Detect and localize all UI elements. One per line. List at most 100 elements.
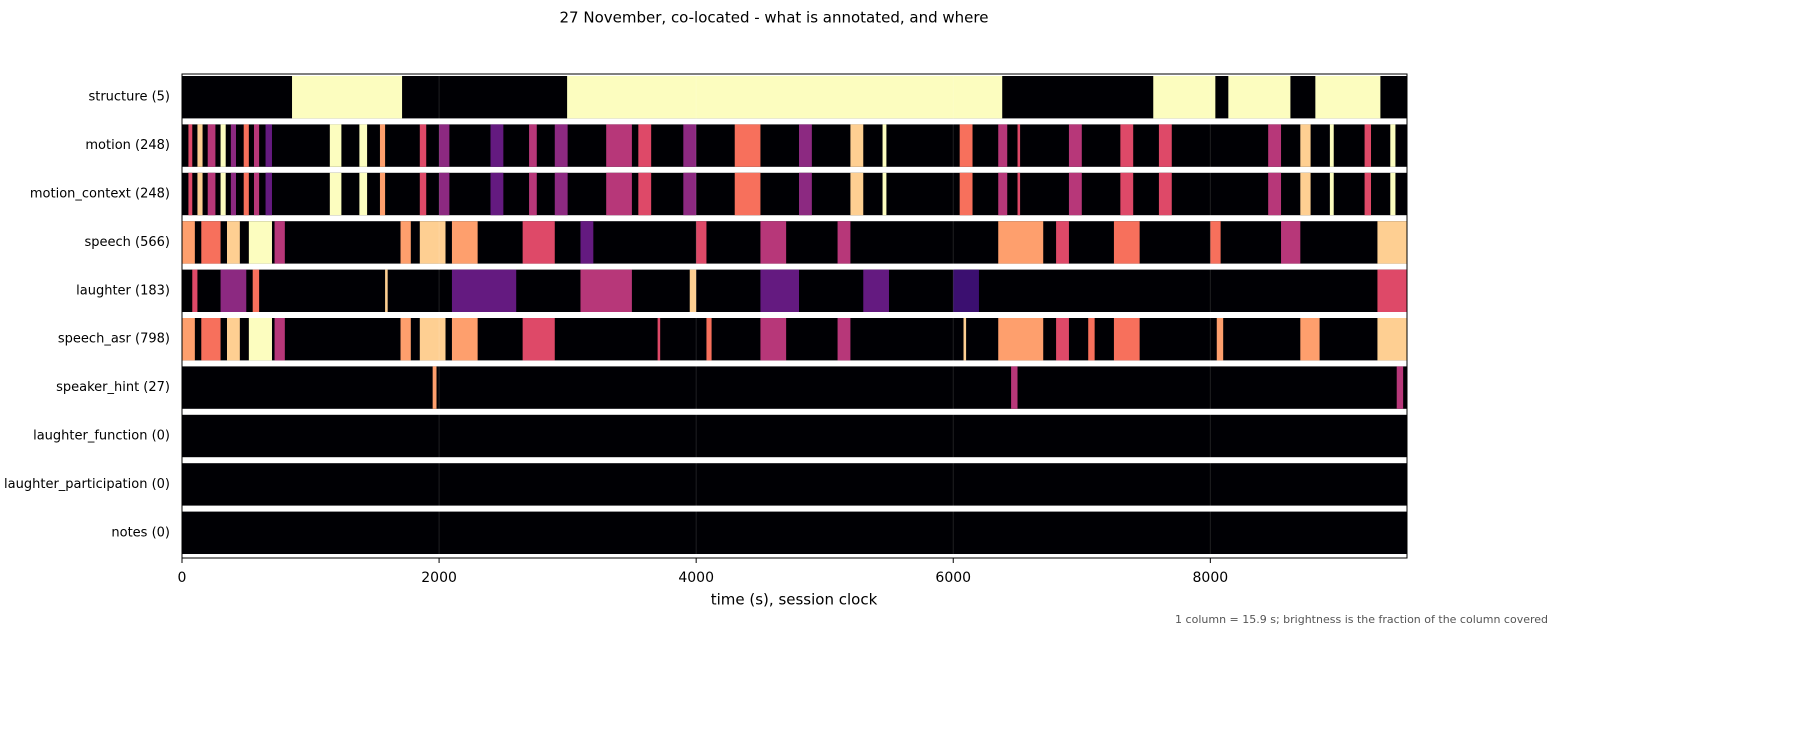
heat-segment — [188, 172, 193, 216]
heat-segment — [863, 269, 889, 312]
heat-segment — [1390, 124, 1396, 167]
heat-segment — [567, 76, 1003, 119]
heat-segment — [292, 76, 403, 119]
heat-segment — [252, 269, 260, 312]
heat-segment — [683, 172, 697, 216]
heat-segment — [1056, 318, 1069, 361]
x-axis-label: time (s), session clock — [711, 591, 878, 609]
row-label: motion (248) — [85, 138, 170, 153]
heat-segment — [243, 172, 249, 216]
row-label: laughter_participation (0) — [4, 477, 170, 492]
heat-segment — [638, 172, 652, 216]
heat-segment — [1364, 172, 1372, 216]
heat-segment — [243, 124, 249, 167]
heat-segment — [439, 124, 450, 167]
heat-segment — [1017, 172, 1021, 216]
heat-segment — [1228, 76, 1291, 119]
heat-segment — [606, 124, 632, 167]
heat-segment — [1268, 172, 1282, 216]
heat-segment — [1315, 76, 1381, 119]
heat-segment — [1377, 221, 1407, 264]
heat-segment — [1113, 318, 1140, 361]
heat-segment — [760, 221, 787, 264]
heat-segment — [220, 172, 226, 216]
heat-segment — [1068, 124, 1082, 167]
heat-segment — [998, 172, 1008, 216]
row-background — [182, 511, 1407, 554]
heat-segment — [230, 172, 236, 216]
heat-segment — [1158, 172, 1172, 216]
heat-segment — [253, 124, 260, 167]
heat-segment — [953, 269, 979, 312]
heat-segment — [1329, 124, 1334, 167]
heat-segment — [220, 269, 247, 312]
row-label: speech (566) — [85, 235, 171, 250]
heat-segment — [329, 124, 342, 167]
heat-segment — [798, 172, 812, 216]
heat-segment — [580, 269, 632, 312]
heat-segment — [265, 172, 272, 216]
heat-segment — [998, 318, 1044, 361]
heat-segment — [230, 124, 236, 167]
heat-segment — [1268, 124, 1282, 167]
row-background — [182, 414, 1407, 458]
heat-segment — [419, 318, 446, 361]
x-tick-label: 8000 — [1193, 570, 1229, 586]
heat-segment — [1158, 124, 1172, 167]
heat-segment — [1300, 124, 1311, 167]
chart-title: 27 November, co-located - what is annota… — [560, 9, 989, 27]
heat-segment — [580, 221, 594, 264]
row-label: speech_asr (798) — [58, 332, 170, 347]
heat-segment — [657, 318, 661, 361]
heat-segment — [1300, 318, 1320, 361]
plot-frame — [181, 73, 1408, 559]
row-label: structure (5) — [88, 90, 170, 105]
heat-segment — [379, 124, 386, 167]
heat-segment — [451, 221, 478, 264]
heat-segment — [419, 124, 427, 167]
heat-segment — [182, 221, 195, 264]
heat-segment — [419, 221, 446, 264]
x-tick-label: 6000 — [935, 570, 971, 586]
heat-segment — [400, 318, 411, 361]
heat-segment — [1068, 172, 1082, 216]
heat-segment — [554, 124, 568, 167]
heat-segment — [385, 269, 388, 312]
x-tick-label: 2000 — [421, 570, 457, 586]
heat-segment — [1281, 221, 1301, 264]
row-background — [182, 221, 1407, 264]
heat-segment — [207, 124, 216, 167]
heat-segment — [798, 124, 812, 167]
heat-segment — [451, 318, 478, 361]
heat-segment — [963, 318, 967, 361]
heat-segment — [837, 318, 851, 361]
heat-segment — [1210, 221, 1221, 264]
heat-segment — [226, 221, 240, 264]
heat-segment — [959, 172, 973, 216]
heat-segment — [850, 124, 864, 167]
heat-segment — [1364, 124, 1372, 167]
heat-segment — [192, 269, 198, 312]
footnote: 1 column = 15.9 s; brightness is the fra… — [1175, 613, 1548, 626]
heat-segment — [329, 172, 342, 216]
heat-segment — [419, 172, 427, 216]
heat-segment — [696, 221, 707, 264]
heat-segment — [998, 221, 1044, 264]
heat-segment — [1216, 318, 1224, 361]
heat-segment — [760, 269, 799, 312]
heat-segment — [1153, 76, 1216, 119]
row-background — [182, 124, 1407, 167]
heat-segment — [1120, 172, 1134, 216]
heat-segment — [882, 172, 887, 216]
heat-segment — [529, 124, 537, 167]
row-background — [182, 463, 1407, 506]
heat-segment — [379, 172, 386, 216]
heat-segment — [1056, 221, 1069, 264]
heat-segment — [197, 124, 203, 167]
row-label: notes (0) — [111, 525, 170, 540]
row-background — [182, 318, 1407, 361]
heat-segment — [1088, 318, 1095, 361]
heat-segment — [201, 221, 221, 264]
heat-segment — [182, 318, 195, 361]
heat-segment — [359, 172, 368, 216]
